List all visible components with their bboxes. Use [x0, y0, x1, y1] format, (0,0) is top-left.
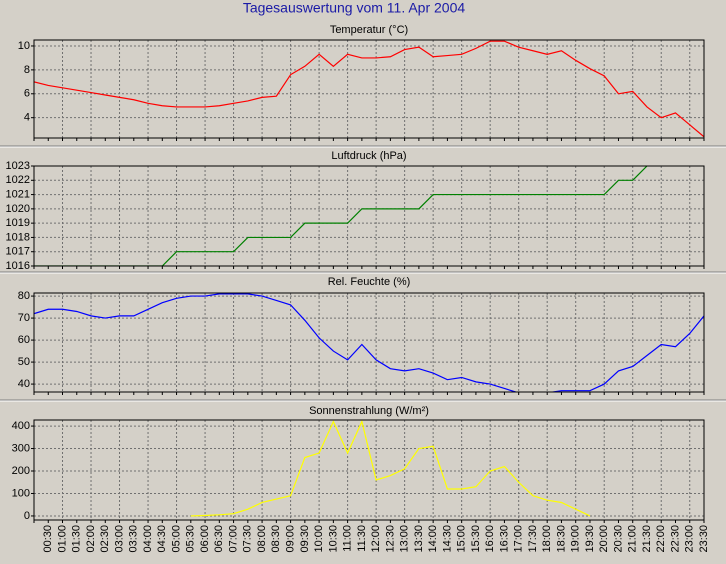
x-tick-label: 05:30: [185, 525, 197, 553]
data-line: [34, 40, 704, 138]
data-line: [190, 420, 591, 517]
y-tick-label: 1017: [6, 246, 30, 258]
panel-title: Temperatur (°C): [330, 24, 408, 36]
x-tick-label: 12:30: [384, 525, 396, 553]
x-tick-label: 21:30: [641, 525, 653, 553]
x-tick-label: 01:30: [71, 525, 83, 553]
plot: [34, 166, 648, 266]
plot: [34, 293, 704, 392]
x-tick-label: 14:00: [427, 525, 439, 553]
x-tick-label: 15:00: [456, 525, 468, 553]
x-tick-label: 07:30: [242, 525, 254, 553]
x-tick-label: 03:00: [113, 525, 125, 553]
y-tick-label: 60: [18, 334, 30, 346]
y-tick-label: 10: [18, 40, 30, 52]
x-tick-label: 09:30: [299, 525, 311, 553]
x-tick-label: 10:00: [313, 525, 325, 553]
y-tick-label: 8: [24, 64, 30, 76]
x-tick-label: 04:30: [156, 525, 168, 553]
x-tick-label: 20:00: [598, 525, 610, 553]
x-tick-label: 20:30: [612, 525, 624, 553]
x-tick-label: 06:30: [213, 525, 225, 553]
x-tick-label: 04:00: [142, 525, 154, 553]
y-tick-label: 0: [24, 510, 30, 522]
x-tick-label: 02:00: [85, 525, 97, 553]
y-tick-label: 200: [12, 465, 30, 477]
x-tick-label: 12:00: [370, 525, 382, 553]
x-tick-label: 23:30: [698, 525, 710, 553]
y-tick-label: 400: [12, 420, 30, 432]
x-tick-label: 01:00: [56, 525, 68, 553]
plot-frame: [33, 165, 705, 267]
x-tick-label: 16:00: [484, 525, 496, 553]
y-tick-label: 1021: [6, 188, 30, 200]
plot: [34, 40, 704, 138]
data-line: [34, 166, 648, 266]
x-tick-label: 06:00: [199, 525, 211, 553]
y-tick-label: 80: [18, 290, 30, 302]
x-tick-label: 00:30: [42, 525, 54, 553]
x-tick-label: 05:00: [170, 525, 182, 553]
panel-title: Sonnenstrahlung (W/m²): [309, 405, 429, 417]
plot-frame: [33, 39, 705, 139]
y-tick-label: 1018: [6, 231, 30, 243]
x-tick-label: 08:00: [256, 525, 268, 553]
y-tick-label: 50: [18, 356, 30, 368]
x-tick-label: 10:30: [327, 525, 339, 553]
panel-title: Luftdruck (hPa): [331, 150, 406, 162]
y-tick-label: 1016: [6, 260, 30, 272]
x-tick-label: 17:00: [513, 525, 525, 553]
x-tick-label: 15:30: [470, 525, 482, 553]
x-tick-label: 21:00: [627, 525, 639, 553]
plot-frame: [33, 292, 705, 393]
x-tick-label: 07:00: [227, 525, 239, 553]
x-tick-label: 03:30: [128, 525, 140, 553]
y-tick-label: 40: [18, 378, 30, 390]
y-tick-label: 300: [12, 442, 30, 454]
y-tick-label: 4: [24, 112, 30, 124]
x-tick-label: 14:30: [441, 525, 453, 553]
y-tick-label: 1020: [6, 203, 30, 215]
x-tick-label: 23:00: [684, 525, 696, 553]
x-tick-label: 19:30: [584, 525, 596, 553]
y-tick-label: 6: [24, 88, 30, 100]
y-tick-label: 70: [18, 312, 30, 324]
x-tick-label: 18:00: [541, 525, 553, 553]
x-tick-label: 08:30: [270, 525, 282, 553]
y-tick-label: 1022: [6, 174, 30, 186]
x-tick-label: 11:00: [342, 525, 354, 552]
x-tick-label: 11:30: [356, 525, 368, 552]
panel-title: Rel. Feuchte (%): [328, 276, 411, 288]
data-line: [34, 293, 704, 392]
x-tick-label: 02:30: [99, 525, 111, 553]
y-tick-label: 1019: [6, 217, 30, 229]
x-tick-label: 13:00: [399, 525, 411, 553]
x-tick-label: 09:00: [285, 525, 297, 553]
plot-frame: [33, 419, 705, 521]
x-tick-label: 16:30: [498, 525, 510, 553]
y-tick-label: 100: [12, 487, 30, 499]
x-tick-label: 22:30: [669, 525, 681, 553]
y-tick-label: 1023: [6, 160, 30, 172]
main-title: Tagesauswertung vom 11. Apr 2004: [243, 0, 466, 16]
x-tick-label: 13:30: [413, 525, 425, 553]
x-tick-label: 17:30: [527, 525, 539, 553]
plot: [190, 420, 591, 517]
x-tick-label: 18:30: [555, 525, 567, 553]
x-tick-label: 22:00: [655, 525, 667, 553]
x-tick-label: 19:00: [570, 525, 582, 553]
